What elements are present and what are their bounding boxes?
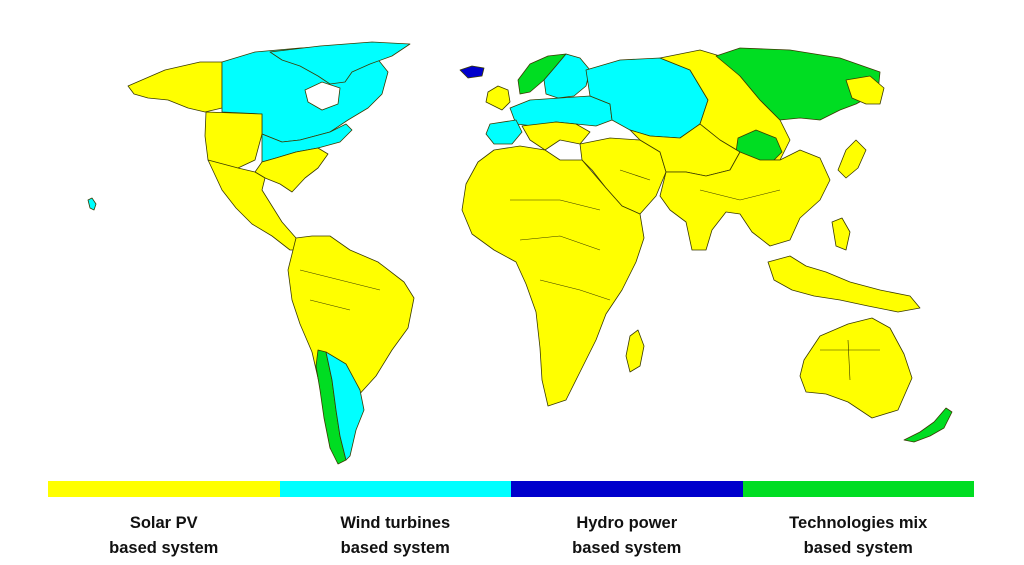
region-africa [461,145,645,407]
region-madagascar [625,329,645,373]
region-australia [799,317,913,419]
region-middle-east [579,137,667,215]
legend-label-mix: Technologies mix based system [743,511,975,561]
legend-label-wind-line2: based system [340,539,450,557]
legend-label-solar: Solar PV based system [48,511,280,561]
legend-color-bar [48,481,974,497]
region-argentina [325,351,365,461]
legend-label-solar-line2: based system [109,539,219,557]
country-borders [299,169,880,381]
legend-swatch-wind [279,481,511,497]
legend-label-hydro-line1: Hydro power [576,514,678,532]
legend-swatch-hydro [511,481,743,497]
region-southern-europe [521,121,591,151]
region-south-east-asia [659,149,831,251]
region-iberia [485,119,523,145]
hudson-bay [304,81,341,111]
region-greenland [269,41,411,85]
region-kamchatka [845,75,885,105]
region-hawaii [87,197,97,211]
region-iceland [459,65,485,79]
region-indonesia [767,255,921,313]
region-japan [837,139,867,179]
region-british-isles [485,85,511,111]
legend-label-wind-line1: Wind turbines [340,514,451,532]
legend-label-mix-line2: based system [803,539,913,557]
region-new-zealand [903,407,953,443]
legend-label-solar-line1: Solar PV [129,514,198,532]
legend-labels: Solar PV based system Wind turbines base… [48,511,974,561]
world-map [87,41,953,465]
region-central-europe [509,95,613,127]
legend-swatch-solar [48,481,280,497]
legend-label-mix-line1: Technologies mix [789,514,928,532]
region-philippines [831,217,851,251]
region-alaska [127,61,223,113]
legend-swatch-mix [742,481,974,497]
legend-label-hydro: Hydro power based system [511,511,743,561]
legend-label-wind: Wind turbines based system [280,511,512,561]
region-eastern-siberia [715,47,881,121]
legend-label-hydro-line2: based system [572,539,682,557]
